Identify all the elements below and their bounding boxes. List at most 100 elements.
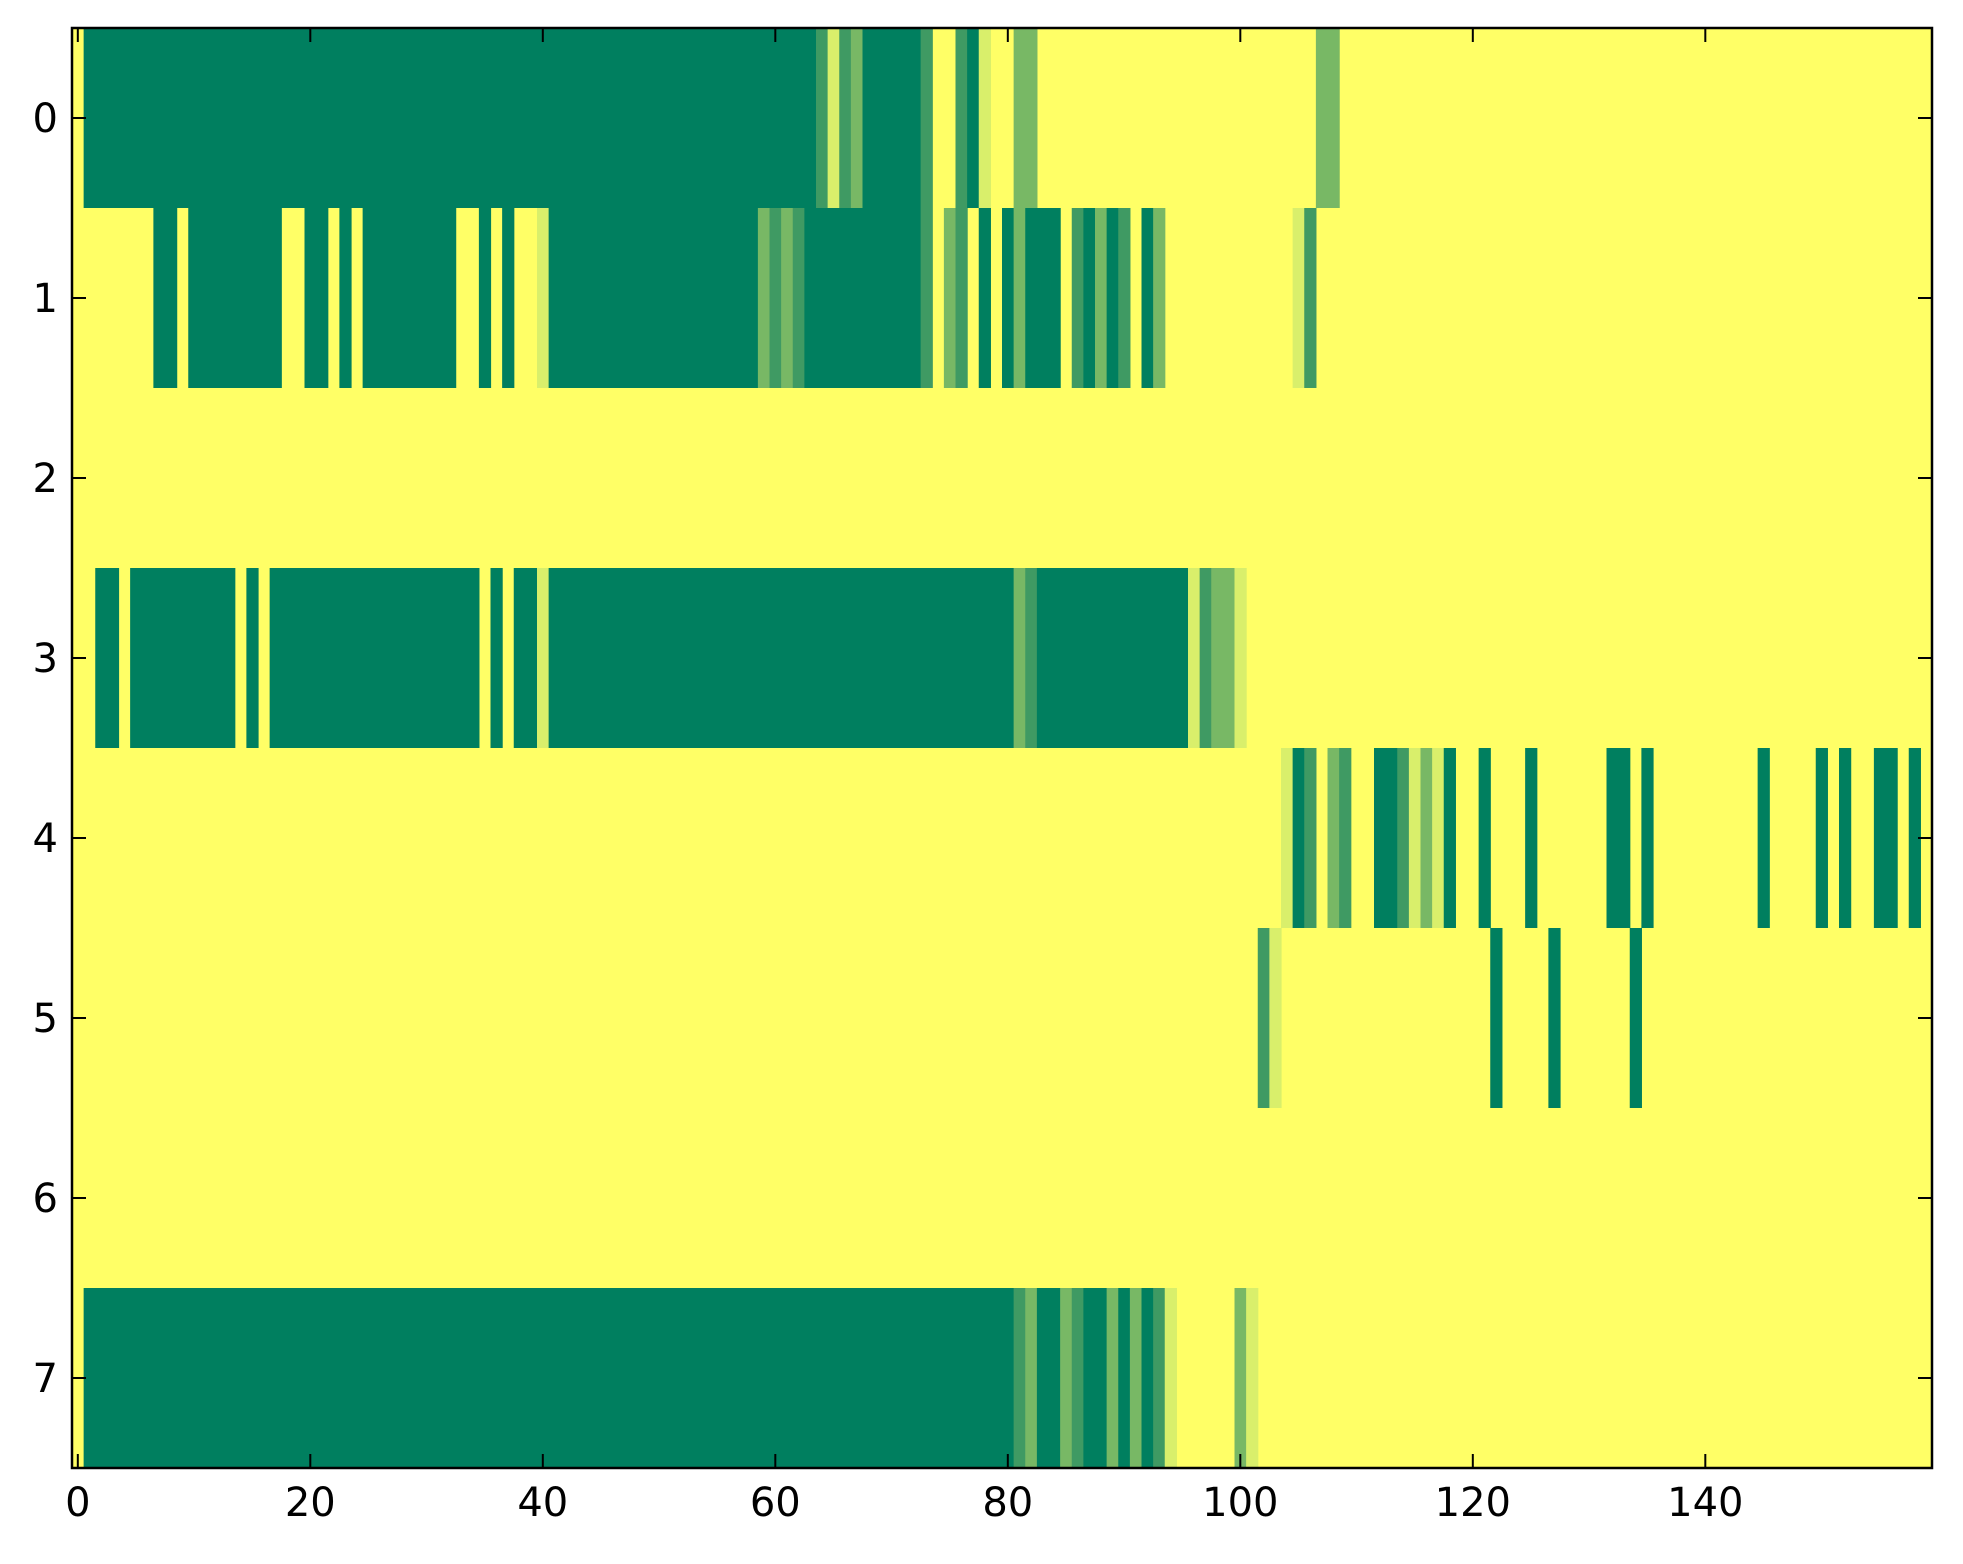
heatmap-cell xyxy=(1525,748,1538,928)
heatmap-cell xyxy=(1083,208,1096,388)
heatmap-cell xyxy=(537,568,550,748)
heatmap-cell xyxy=(1025,208,1061,388)
heatmap-cell xyxy=(1013,1288,1026,1468)
heatmap-cell xyxy=(537,208,550,388)
heatmap-cell xyxy=(955,28,968,208)
heatmap-cell xyxy=(490,568,503,748)
heatmap-cell xyxy=(1606,748,1631,928)
heatmap-cell xyxy=(1153,208,1166,388)
heatmap-cell xyxy=(1815,748,1828,928)
heatmap-cell xyxy=(1490,928,1503,1108)
heatmap-cell xyxy=(1060,1288,1073,1468)
heatmap-cell xyxy=(1002,208,1015,388)
heatmap-cell xyxy=(862,28,922,208)
heatmap-cell xyxy=(1013,208,1026,388)
heatmap-cell xyxy=(188,208,282,388)
plot-frame xyxy=(70,26,1934,1470)
x-tick-label: 20 xyxy=(285,1480,336,1526)
x-tick-label: 120 xyxy=(1435,1480,1511,1526)
heatmap-cell xyxy=(943,208,957,388)
heatmap-cell xyxy=(1408,748,1422,928)
heatmap-cell xyxy=(130,568,236,748)
heatmap-cell xyxy=(1013,28,1038,208)
heatmap-cell xyxy=(1839,748,1852,928)
heatmap-cell xyxy=(920,28,933,208)
heatmap-cell xyxy=(1234,568,1247,748)
heatmap-cell xyxy=(1443,748,1456,928)
heatmap-cells xyxy=(83,28,1921,1468)
heatmap-cell xyxy=(548,568,1015,748)
heatmap-cell xyxy=(1211,568,1236,748)
heatmap-cell xyxy=(1269,928,1282,1108)
heatmap-cell xyxy=(1188,568,1201,748)
heatmap-cell xyxy=(1083,1288,1108,1468)
heatmap-cell xyxy=(1129,1288,1143,1468)
x-tick-label: 40 xyxy=(517,1480,568,1526)
heatmap-cell xyxy=(502,208,515,388)
heatmap-cell xyxy=(1374,748,1398,928)
y-tick-label: 7 xyxy=(33,1356,58,1402)
x-axis-tick-labels: 0 20 40 60 80 100 120 140 xyxy=(65,1480,1743,1526)
y-tick-label: 1 xyxy=(33,276,58,322)
heatmap-cell xyxy=(1199,568,1212,748)
heatmap-cell xyxy=(1478,748,1491,928)
heatmap-cell xyxy=(781,208,794,388)
heatmap-cell xyxy=(269,568,480,748)
heatmap-cell xyxy=(1071,208,1084,388)
heatmap-cell xyxy=(1315,28,1340,208)
heatmap-cell xyxy=(548,208,759,388)
heatmap-cell xyxy=(1246,1288,1259,1468)
heatmap-cell xyxy=(1548,928,1561,1108)
heatmap-cell xyxy=(1397,748,1410,928)
heatmap-cell xyxy=(920,208,933,388)
x-tick-label: 140 xyxy=(1667,1480,1743,1526)
heatmap-cell xyxy=(1025,1288,1038,1468)
heatmap-cell xyxy=(83,1288,1015,1468)
heatmap-cell xyxy=(478,208,492,388)
heatmap-cell xyxy=(1292,748,1305,928)
heatmap-cell xyxy=(1757,748,1770,928)
heatmap-cell xyxy=(513,568,538,748)
heatmap-cell xyxy=(816,28,829,208)
heatmap-cell xyxy=(978,28,991,208)
x-tick-label: 100 xyxy=(1202,1480,1278,1526)
heatmap-cell xyxy=(967,28,980,208)
heatmap-cell xyxy=(1095,208,1108,388)
heatmap-cell xyxy=(1025,568,1038,748)
heatmap-cell xyxy=(1908,748,1921,928)
heatmap-cell xyxy=(1641,748,1654,928)
heatmap-cell xyxy=(1071,1288,1084,1468)
heatmap-cell xyxy=(1118,1288,1131,1468)
heatmap-cell xyxy=(1118,208,1131,388)
y-tick-label: 5 xyxy=(33,996,58,1042)
heatmap-cell xyxy=(769,208,782,388)
heatmap-cell xyxy=(1153,1288,1166,1468)
heatmap-cell xyxy=(1106,208,1119,388)
heatmap-cell xyxy=(792,208,805,388)
heatmap-cell xyxy=(1257,928,1270,1108)
heatmap-cell xyxy=(804,208,922,388)
heatmap-cell xyxy=(1036,568,1189,748)
heatmap-cell xyxy=(1327,748,1340,928)
heatmap-cell xyxy=(1106,1288,1119,1468)
y-tick-label: 0 xyxy=(33,96,58,142)
x-tick-label: 0 xyxy=(65,1480,90,1526)
heatmap-cell xyxy=(1013,568,1026,748)
y-tick-label: 4 xyxy=(33,816,58,862)
heatmap-cell xyxy=(1281,748,1294,928)
heatmap-cell xyxy=(1432,748,1445,928)
heatmap-cell xyxy=(339,208,352,388)
heatmap-cell xyxy=(362,208,457,388)
heatmap-cell xyxy=(827,28,840,208)
heatmap-cell xyxy=(1339,748,1352,928)
heatmap-cell xyxy=(83,28,817,208)
heatmap-cell xyxy=(1873,748,1898,928)
heatmap-cell xyxy=(850,28,864,208)
heatmap-cell xyxy=(1036,1288,1061,1468)
heatmap-cell xyxy=(304,208,329,388)
heatmap-cell xyxy=(1141,208,1154,388)
heatmap-cell xyxy=(1164,1288,1177,1468)
y-axis-tick-labels: 0 1 2 3 4 5 6 7 xyxy=(33,96,58,1402)
heatmap-cell xyxy=(1304,208,1317,388)
